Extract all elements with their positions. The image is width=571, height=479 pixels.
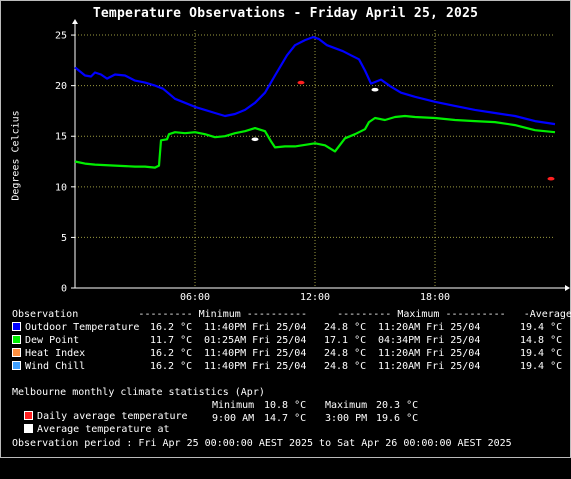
chart-title: Temperature Observations - Friday April … xyxy=(92,6,479,21)
series-lines xyxy=(74,36,556,169)
climate-marker xyxy=(371,87,379,92)
table-cell-max-time: 11:20AM Fri 25/04 xyxy=(378,322,481,333)
table-cell-max: 17.1 °C xyxy=(324,335,367,346)
climate-heading: Melbourne monthly climate statistics (Ap… xyxy=(12,387,265,398)
climate-marker xyxy=(297,80,305,85)
y-tick-label: 0 xyxy=(61,284,67,295)
series-swatch xyxy=(12,322,21,331)
table-cell-label: Outdoor Temperature xyxy=(25,322,140,333)
climate-markers xyxy=(251,80,555,181)
table-cell-max-time: 04:34PM Fri 25/04 xyxy=(378,335,481,346)
table-cell-min: 16.2 °C xyxy=(150,322,193,333)
series-line-outdoor-temperature xyxy=(74,36,556,126)
table-cell-min: 16.2 °C xyxy=(150,361,193,372)
table-cell-max-time: 11:20AM Fri 25/04 xyxy=(378,361,481,372)
grid xyxy=(75,30,555,288)
table-cell-min-time: 01:25AM Fri 25/04 xyxy=(204,335,307,346)
table-cell-label: Wind Chill xyxy=(25,361,86,372)
table-cell-avg: 19.4 °C xyxy=(520,348,563,359)
table-cell-min: 11.7 °C xyxy=(150,335,193,346)
x-tick-label: 06:00 xyxy=(180,292,210,300)
observation-period: Observation period : Fri Apr 25 00:00:00… xyxy=(12,438,512,449)
table-row: Wind Chill 16.2 °C 11:40PM Fri 25/04 24.8 °… xyxy=(12,361,571,374)
average-at-swatch xyxy=(24,424,34,433)
table-row: Dew Point 11.7 °C 01:25AM Fri 25/04 17.1 °C… xyxy=(12,335,571,348)
table-cell-min: 16.2 °C xyxy=(150,348,193,359)
table-cell-label: Dew Point xyxy=(25,335,80,346)
climate-daily-average-row: Daily average temperature Minimum 10.8 °… xyxy=(12,400,571,422)
table-cell-min-time: 11:40PM Fri 25/04 xyxy=(204,361,307,372)
table-cell-label: Heat Index xyxy=(25,348,86,359)
axes: 0 5 10 15 20 25 06:00 12:00 18:00 xyxy=(55,19,570,300)
table-cell-avg: 19.4 °C xyxy=(520,361,563,372)
series-swatch xyxy=(12,361,21,370)
table-cell-max: 24.8 °C xyxy=(324,361,367,372)
y-tick-label: 25 xyxy=(55,31,67,42)
table-cell-min-time: 11:40PM Fri 25/04 xyxy=(204,348,307,359)
series-line-dew-point xyxy=(74,114,556,169)
x-axis-arrow xyxy=(565,285,570,291)
table-cell-max-time: 11:20AM Fri 25/04 xyxy=(378,348,481,359)
x-tick-label: 12:00 xyxy=(300,292,330,300)
series-swatch xyxy=(12,348,21,357)
plot-area: 0 5 10 15 20 25 06:00 12:00 18:00 xyxy=(55,19,570,300)
x-tick-label: 18:00 xyxy=(420,292,450,300)
y-tick-label: 5 xyxy=(61,233,67,244)
table-row: Heat Index 16.2 °C 11:40PM Fri 25/04 24.8 °… xyxy=(12,348,571,361)
table-cell-max: 24.8 °C xyxy=(324,322,367,333)
table-cell-avg: 19.4 °C xyxy=(520,322,563,333)
y-axis-arrow xyxy=(72,19,78,24)
table-cell-max: 24.8 °C xyxy=(324,348,367,359)
y-tick-label: 20 xyxy=(55,81,67,92)
daily-average-swatch xyxy=(24,411,34,420)
y-tick-label: 10 xyxy=(55,182,67,193)
climate-average-at-row: Average temperature at 9:00 AM 14.7 °C 3… xyxy=(12,413,571,435)
table-row: Outdoor Temperature 16.2 °C 11:40PM Fri 25… xyxy=(12,322,571,335)
climate-marker xyxy=(251,137,259,142)
table-cell-avg: 14.8 °C xyxy=(520,335,563,346)
climate-marker xyxy=(547,176,555,181)
y-tick-label: 15 xyxy=(55,132,67,143)
table-cell-min-time: 11:40PM Fri 25/04 xyxy=(204,322,307,333)
series-swatch xyxy=(12,335,21,344)
table-header: Observation --------- Minimum ----------… xyxy=(12,309,571,320)
